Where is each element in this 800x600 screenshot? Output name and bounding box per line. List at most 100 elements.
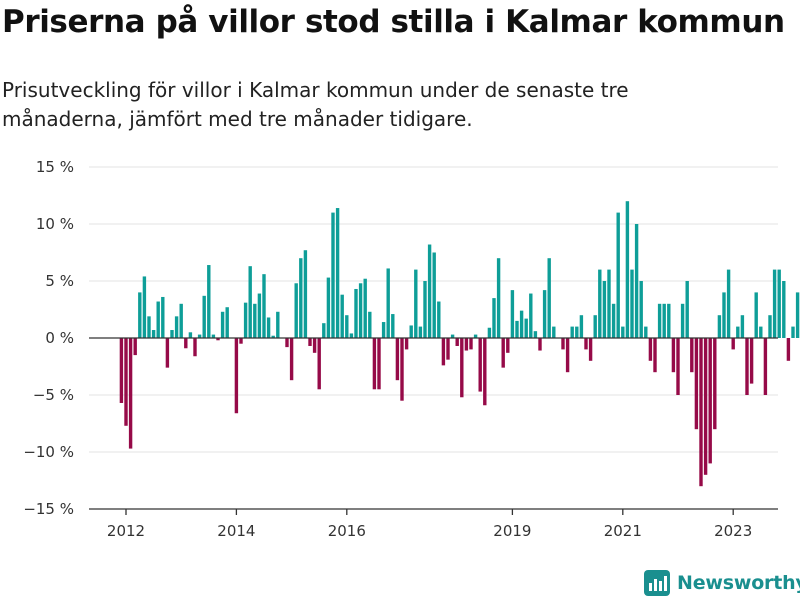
bar [510,290,515,338]
bar [395,338,400,381]
bar [588,338,593,361]
bar [519,310,524,338]
bar [193,338,197,357]
bar [404,338,409,350]
bar [621,326,625,338]
bar [483,338,487,406]
bar [749,338,754,384]
y-axis-labels: 15 % 10 % 5 % 0 % −5 % −10 % −15 % [23,158,74,518]
bar [409,325,413,338]
bar [349,333,354,338]
bar [501,338,505,368]
bar [358,283,363,338]
bar [662,303,666,338]
bar [616,212,620,338]
bar [234,338,239,414]
y-tick-label: −15 % [23,500,74,518]
bar [179,303,183,338]
bar [538,338,542,351]
bar [184,338,188,349]
bar [165,338,170,368]
bar [381,322,386,338]
bar [151,330,156,338]
x-tick-label: 2019 [493,522,531,540]
bar [211,334,216,338]
bar [473,334,478,338]
bar [363,278,367,338]
bar [299,258,303,338]
bar [791,326,795,338]
bar [262,274,266,338]
bar [759,326,763,338]
bar [584,338,588,350]
chart-title: Priserna på villor stod stilla i Kalmar … [2,4,785,40]
bar [777,269,781,338]
bar [653,338,657,373]
bar [441,338,446,366]
bar [644,326,648,338]
newsworthy-logo-icon [644,570,670,596]
bar [322,323,326,338]
y-tick-label: 15 % [36,158,74,176]
bar [326,277,331,338]
bar [161,296,165,338]
bar [694,338,699,430]
bar [437,301,441,338]
bar [772,269,777,338]
newsworthy-logo: Newsworthy [644,567,800,599]
bar [427,244,432,338]
bar [469,338,473,350]
bar [552,326,556,338]
bar [570,326,574,338]
bar [768,315,772,338]
bar [253,303,257,338]
bar [496,258,501,338]
bar [174,316,179,338]
bar [763,338,768,395]
bar [492,298,496,338]
bar [685,281,689,338]
bar [639,281,643,338]
bar [703,338,708,475]
bar [575,326,579,338]
bar [722,292,726,338]
bar [207,265,211,338]
bar [690,338,694,373]
y-tick-label: 10 % [36,215,74,233]
bar [795,292,800,338]
bar [446,338,450,360]
bar [657,303,662,338]
x-tick-label: 2021 [604,522,642,540]
bar [285,338,289,348]
bar [455,338,459,346]
y-tick-label: −10 % [23,443,74,461]
bar [533,331,538,338]
bar [565,338,570,373]
bar [128,338,133,449]
bar [786,338,791,361]
bar-chart: 15 % 10 % 5 % 0 % −5 % −10 % −15 % 2012 2014 201… [23,158,800,540]
bar [294,283,298,338]
y-tick-label: −5 % [33,386,74,404]
bar [391,314,395,338]
bar [671,338,676,373]
bar [611,303,616,338]
bar [648,338,653,361]
bar [625,201,630,338]
bar [736,326,740,338]
y-tick-label: 0 % [45,329,74,347]
bar [432,252,436,338]
bar [303,250,308,338]
bar [142,276,147,338]
bar [529,293,533,338]
bar [257,293,262,338]
bar [593,315,597,338]
x-tick-label: 2014 [217,522,255,540]
x-axis-labels: 2012201420162019202120232025 [107,509,752,540]
bar [156,301,160,338]
bar [271,335,275,338]
bar [630,269,634,338]
bar [248,266,252,338]
bar [579,315,584,338]
bar [138,292,142,338]
